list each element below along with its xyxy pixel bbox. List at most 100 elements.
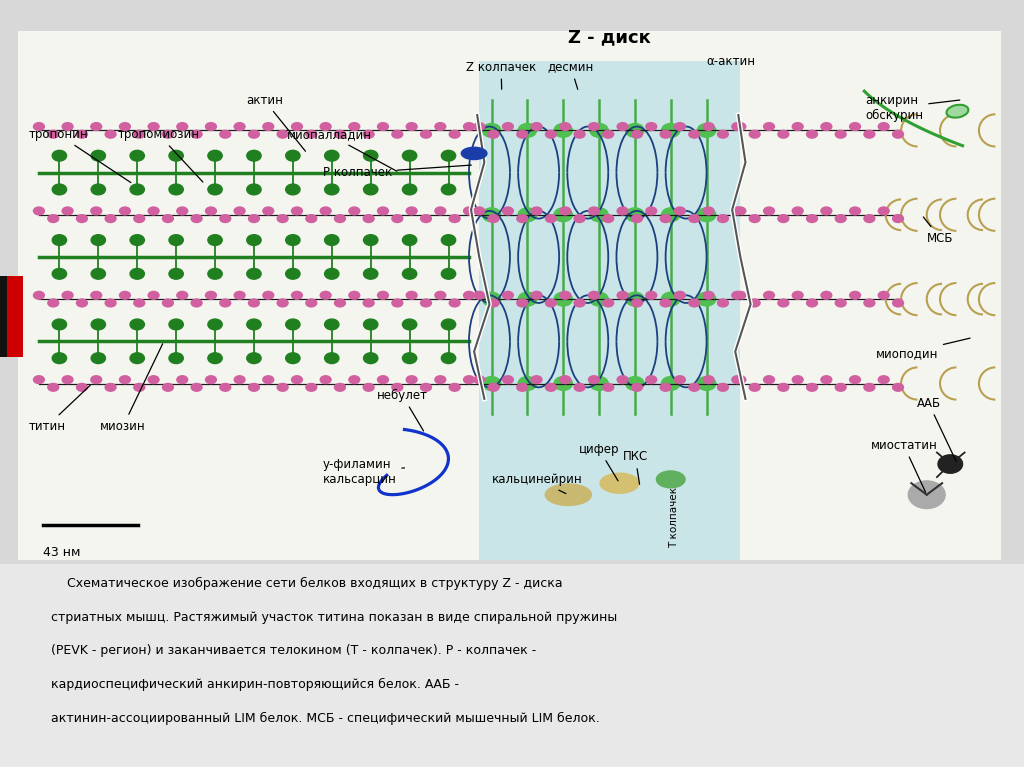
Circle shape — [434, 291, 446, 300]
Circle shape — [835, 298, 847, 308]
Circle shape — [863, 214, 876, 223]
Circle shape — [806, 298, 818, 308]
Circle shape — [52, 268, 67, 279]
Circle shape — [190, 383, 203, 392]
Circle shape — [91, 184, 105, 195]
Circle shape — [319, 375, 332, 384]
Circle shape — [502, 291, 514, 300]
Circle shape — [61, 375, 74, 384]
Circle shape — [516, 130, 528, 139]
Circle shape — [377, 206, 389, 216]
Circle shape — [749, 130, 761, 139]
Circle shape — [33, 291, 45, 300]
Circle shape — [364, 353, 378, 364]
Circle shape — [645, 291, 657, 300]
Circle shape — [247, 184, 261, 195]
Circle shape — [473, 375, 485, 384]
Circle shape — [892, 214, 904, 223]
Circle shape — [76, 298, 88, 308]
Circle shape — [91, 319, 105, 330]
Circle shape — [516, 298, 528, 308]
Ellipse shape — [946, 105, 969, 117]
Circle shape — [319, 122, 332, 131]
Circle shape — [530, 375, 543, 384]
Circle shape — [262, 206, 274, 216]
Circle shape — [674, 291, 686, 300]
Circle shape — [473, 122, 485, 131]
Circle shape — [130, 353, 144, 364]
Circle shape — [545, 130, 557, 139]
Text: Схематическое изображение сети белков входящих в структуру Z - диска: Схематическое изображение сети белков вх… — [51, 577, 563, 590]
Circle shape — [892, 298, 904, 308]
Circle shape — [130, 184, 144, 195]
Circle shape — [688, 130, 700, 139]
Circle shape — [878, 122, 890, 131]
Circle shape — [47, 130, 59, 139]
Circle shape — [286, 319, 300, 330]
Circle shape — [130, 268, 144, 279]
Text: ААБ: ААБ — [916, 397, 956, 462]
Circle shape — [305, 214, 317, 223]
Circle shape — [473, 291, 485, 300]
Text: 43 нм: 43 нм — [43, 546, 81, 559]
Circle shape — [792, 206, 804, 216]
Circle shape — [545, 214, 557, 223]
Circle shape — [463, 122, 475, 131]
Circle shape — [434, 122, 446, 131]
Circle shape — [892, 383, 904, 392]
Circle shape — [749, 298, 761, 308]
Circle shape — [849, 291, 861, 300]
Circle shape — [602, 383, 614, 392]
Circle shape — [420, 383, 432, 392]
Circle shape — [835, 214, 847, 223]
Text: титин: титин — [29, 385, 90, 433]
Circle shape — [662, 377, 680, 390]
Circle shape — [487, 214, 500, 223]
Circle shape — [763, 291, 775, 300]
Circle shape — [305, 383, 317, 392]
Circle shape — [130, 319, 144, 330]
Circle shape — [820, 206, 833, 216]
Circle shape — [602, 214, 614, 223]
Text: (PEVK - регион) и заканчивается телокином (Т - колпачек). Р - колпачек -: (PEVK - регион) и заканчивается телокино… — [51, 644, 537, 657]
Circle shape — [588, 206, 600, 216]
Circle shape — [364, 268, 378, 279]
Circle shape — [835, 130, 847, 139]
Circle shape — [662, 208, 680, 222]
Circle shape — [863, 383, 876, 392]
Circle shape — [763, 375, 775, 384]
Circle shape — [248, 298, 260, 308]
Circle shape — [616, 291, 629, 300]
Circle shape — [205, 206, 217, 216]
Circle shape — [662, 123, 680, 137]
Circle shape — [516, 214, 528, 223]
Circle shape — [402, 184, 417, 195]
Circle shape — [487, 383, 500, 392]
Circle shape — [616, 375, 629, 384]
Circle shape — [147, 291, 160, 300]
Circle shape — [559, 291, 571, 300]
Circle shape — [502, 122, 514, 131]
Circle shape — [938, 455, 963, 473]
Circle shape — [402, 268, 417, 279]
Circle shape — [463, 291, 475, 300]
Circle shape — [674, 206, 686, 216]
Circle shape — [674, 122, 686, 131]
Text: у-филамин
кальсарцин: у-филамин кальсарцин — [323, 458, 404, 486]
Circle shape — [33, 206, 45, 216]
Circle shape — [777, 130, 790, 139]
Circle shape — [734, 291, 746, 300]
Circle shape — [731, 375, 743, 384]
Circle shape — [645, 375, 657, 384]
Circle shape — [402, 319, 417, 330]
Circle shape — [91, 235, 105, 245]
Circle shape — [554, 292, 572, 306]
Circle shape — [763, 206, 775, 216]
Text: миостатин: миостатин — [870, 439, 937, 492]
Text: десмин: десмин — [548, 61, 594, 90]
Circle shape — [697, 377, 716, 390]
Circle shape — [878, 375, 890, 384]
Circle shape — [487, 298, 500, 308]
Text: актинин-ассоциированный LIM белок. МСБ - специфический мышечный LIM белок.: актинин-ассоциированный LIM белок. МСБ -… — [51, 712, 600, 725]
Circle shape — [573, 298, 586, 308]
